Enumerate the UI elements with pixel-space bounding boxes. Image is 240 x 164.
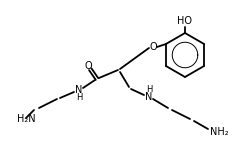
Text: HO: HO [178, 16, 192, 26]
Text: O: O [149, 42, 157, 52]
Text: H: H [146, 84, 152, 93]
Text: H: H [76, 92, 82, 102]
Text: N: N [145, 92, 153, 102]
Text: N: N [75, 85, 83, 95]
Text: H₂N: H₂N [17, 114, 36, 124]
Text: NH₂: NH₂ [210, 127, 229, 137]
Text: O: O [84, 61, 92, 71]
